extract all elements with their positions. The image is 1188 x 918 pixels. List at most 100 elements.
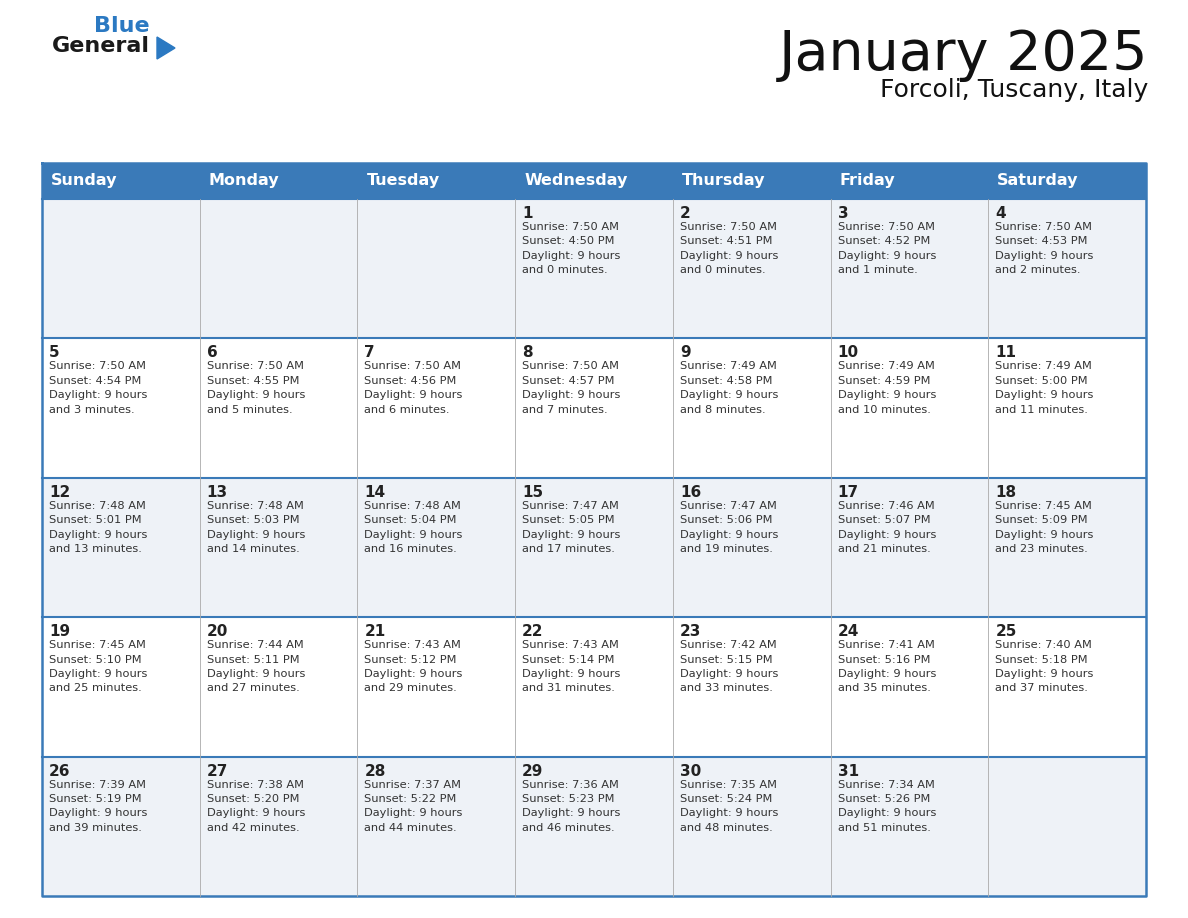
Text: Sunrise: 7:38 AM
Sunset: 5:20 PM
Daylight: 9 hours
and 42 minutes.: Sunrise: 7:38 AM Sunset: 5:20 PM Dayligh… xyxy=(207,779,305,833)
Text: Sunrise: 7:48 AM
Sunset: 5:03 PM
Daylight: 9 hours
and 14 minutes.: Sunrise: 7:48 AM Sunset: 5:03 PM Dayligh… xyxy=(207,501,305,554)
Text: Sunrise: 7:47 AM
Sunset: 5:06 PM
Daylight: 9 hours
and 19 minutes.: Sunrise: 7:47 AM Sunset: 5:06 PM Dayligh… xyxy=(680,501,778,554)
Bar xyxy=(200,617,358,756)
Text: Saturday: Saturday xyxy=(997,174,1079,188)
Text: 7: 7 xyxy=(365,345,375,361)
Text: Sunrise: 7:41 AM
Sunset: 5:16 PM
Daylight: 9 hours
and 35 minutes.: Sunrise: 7:41 AM Sunset: 5:16 PM Dayligh… xyxy=(838,640,936,693)
Text: 12: 12 xyxy=(49,485,70,499)
Text: 4: 4 xyxy=(996,206,1006,221)
Bar xyxy=(200,477,358,617)
Text: Sunrise: 7:42 AM
Sunset: 5:15 PM
Daylight: 9 hours
and 33 minutes.: Sunrise: 7:42 AM Sunset: 5:15 PM Dayligh… xyxy=(680,640,778,693)
Bar xyxy=(358,163,516,199)
Bar xyxy=(988,617,1146,756)
Text: Sunrise: 7:50 AM
Sunset: 4:50 PM
Daylight: 9 hours
and 0 minutes.: Sunrise: 7:50 AM Sunset: 4:50 PM Dayligh… xyxy=(523,222,620,275)
Text: General: General xyxy=(52,36,150,56)
Bar xyxy=(988,199,1146,339)
Text: 2: 2 xyxy=(680,206,690,221)
Text: Sunrise: 7:48 AM
Sunset: 5:04 PM
Daylight: 9 hours
and 16 minutes.: Sunrise: 7:48 AM Sunset: 5:04 PM Dayligh… xyxy=(365,501,463,554)
Text: Sunrise: 7:50 AM
Sunset: 4:55 PM
Daylight: 9 hours
and 5 minutes.: Sunrise: 7:50 AM Sunset: 4:55 PM Dayligh… xyxy=(207,362,305,415)
Text: 26: 26 xyxy=(49,764,70,778)
Bar xyxy=(830,617,988,756)
Text: 21: 21 xyxy=(365,624,386,639)
Text: Sunday: Sunday xyxy=(51,174,118,188)
Text: Sunrise: 7:45 AM
Sunset: 5:10 PM
Daylight: 9 hours
and 25 minutes.: Sunrise: 7:45 AM Sunset: 5:10 PM Dayligh… xyxy=(49,640,147,693)
Bar xyxy=(830,199,988,339)
Text: 17: 17 xyxy=(838,485,859,499)
Text: Sunrise: 7:49 AM
Sunset: 4:59 PM
Daylight: 9 hours
and 10 minutes.: Sunrise: 7:49 AM Sunset: 4:59 PM Dayligh… xyxy=(838,362,936,415)
Text: Sunrise: 7:50 AM
Sunset: 4:53 PM
Daylight: 9 hours
and 2 minutes.: Sunrise: 7:50 AM Sunset: 4:53 PM Dayligh… xyxy=(996,222,1094,275)
Text: 16: 16 xyxy=(680,485,701,499)
Text: 25: 25 xyxy=(996,624,1017,639)
Bar xyxy=(42,477,200,617)
Text: 29: 29 xyxy=(523,764,544,778)
Polygon shape xyxy=(157,37,175,59)
Text: 1: 1 xyxy=(523,206,532,221)
Bar xyxy=(672,756,830,896)
Bar xyxy=(830,756,988,896)
Text: Sunrise: 7:36 AM
Sunset: 5:23 PM
Daylight: 9 hours
and 46 minutes.: Sunrise: 7:36 AM Sunset: 5:23 PM Dayligh… xyxy=(523,779,620,833)
Text: Sunrise: 7:46 AM
Sunset: 5:07 PM
Daylight: 9 hours
and 21 minutes.: Sunrise: 7:46 AM Sunset: 5:07 PM Dayligh… xyxy=(838,501,936,554)
Text: Sunrise: 7:37 AM
Sunset: 5:22 PM
Daylight: 9 hours
and 44 minutes.: Sunrise: 7:37 AM Sunset: 5:22 PM Dayligh… xyxy=(365,779,463,833)
Text: 15: 15 xyxy=(523,485,543,499)
Bar xyxy=(516,163,672,199)
Text: Monday: Monday xyxy=(209,174,279,188)
Bar xyxy=(516,199,672,339)
Text: Sunrise: 7:50 AM
Sunset: 4:56 PM
Daylight: 9 hours
and 6 minutes.: Sunrise: 7:50 AM Sunset: 4:56 PM Dayligh… xyxy=(365,362,463,415)
Text: 19: 19 xyxy=(49,624,70,639)
Text: Sunrise: 7:50 AM
Sunset: 4:57 PM
Daylight: 9 hours
and 7 minutes.: Sunrise: 7:50 AM Sunset: 4:57 PM Dayligh… xyxy=(523,362,620,415)
Text: 13: 13 xyxy=(207,485,228,499)
Text: 5: 5 xyxy=(49,345,59,361)
Text: Sunrise: 7:50 AM
Sunset: 4:52 PM
Daylight: 9 hours
and 1 minute.: Sunrise: 7:50 AM Sunset: 4:52 PM Dayligh… xyxy=(838,222,936,275)
Bar xyxy=(516,617,672,756)
Text: 27: 27 xyxy=(207,764,228,778)
Text: Sunrise: 7:49 AM
Sunset: 5:00 PM
Daylight: 9 hours
and 11 minutes.: Sunrise: 7:49 AM Sunset: 5:00 PM Dayligh… xyxy=(996,362,1094,415)
Bar xyxy=(358,477,516,617)
Bar xyxy=(672,617,830,756)
Text: Sunrise: 7:49 AM
Sunset: 4:58 PM
Daylight: 9 hours
and 8 minutes.: Sunrise: 7:49 AM Sunset: 4:58 PM Dayligh… xyxy=(680,362,778,415)
Text: 10: 10 xyxy=(838,345,859,361)
Bar xyxy=(672,199,830,339)
Text: Sunrise: 7:40 AM
Sunset: 5:18 PM
Daylight: 9 hours
and 37 minutes.: Sunrise: 7:40 AM Sunset: 5:18 PM Dayligh… xyxy=(996,640,1094,693)
Bar xyxy=(200,199,358,339)
Text: Sunrise: 7:50 AM
Sunset: 4:51 PM
Daylight: 9 hours
and 0 minutes.: Sunrise: 7:50 AM Sunset: 4:51 PM Dayligh… xyxy=(680,222,778,275)
Text: 8: 8 xyxy=(523,345,532,361)
Bar xyxy=(516,756,672,896)
Bar xyxy=(830,339,988,477)
Text: 24: 24 xyxy=(838,624,859,639)
Text: 11: 11 xyxy=(996,345,1016,361)
Text: 14: 14 xyxy=(365,485,386,499)
Bar xyxy=(988,756,1146,896)
Text: Thursday: Thursday xyxy=(682,174,765,188)
Bar xyxy=(200,339,358,477)
Text: 6: 6 xyxy=(207,345,217,361)
Bar xyxy=(672,163,830,199)
Text: Sunrise: 7:43 AM
Sunset: 5:12 PM
Daylight: 9 hours
and 29 minutes.: Sunrise: 7:43 AM Sunset: 5:12 PM Dayligh… xyxy=(365,640,463,693)
Bar xyxy=(200,756,358,896)
Text: 31: 31 xyxy=(838,764,859,778)
Bar xyxy=(516,477,672,617)
Bar xyxy=(988,163,1146,199)
Text: Sunrise: 7:44 AM
Sunset: 5:11 PM
Daylight: 9 hours
and 27 minutes.: Sunrise: 7:44 AM Sunset: 5:11 PM Dayligh… xyxy=(207,640,305,693)
Text: Friday: Friday xyxy=(840,174,896,188)
Bar xyxy=(42,617,200,756)
Bar xyxy=(358,617,516,756)
Bar xyxy=(516,339,672,477)
Text: Sunrise: 7:34 AM
Sunset: 5:26 PM
Daylight: 9 hours
and 51 minutes.: Sunrise: 7:34 AM Sunset: 5:26 PM Dayligh… xyxy=(838,779,936,833)
Text: 28: 28 xyxy=(365,764,386,778)
Bar xyxy=(42,339,200,477)
Text: Sunrise: 7:45 AM
Sunset: 5:09 PM
Daylight: 9 hours
and 23 minutes.: Sunrise: 7:45 AM Sunset: 5:09 PM Dayligh… xyxy=(996,501,1094,554)
Bar xyxy=(358,339,516,477)
Text: 18: 18 xyxy=(996,485,1017,499)
Text: 3: 3 xyxy=(838,206,848,221)
Text: Sunrise: 7:43 AM
Sunset: 5:14 PM
Daylight: 9 hours
and 31 minutes.: Sunrise: 7:43 AM Sunset: 5:14 PM Dayligh… xyxy=(523,640,620,693)
Text: 30: 30 xyxy=(680,764,701,778)
Text: Sunrise: 7:48 AM
Sunset: 5:01 PM
Daylight: 9 hours
and 13 minutes.: Sunrise: 7:48 AM Sunset: 5:01 PM Dayligh… xyxy=(49,501,147,554)
Bar xyxy=(830,163,988,199)
Text: Sunrise: 7:47 AM
Sunset: 5:05 PM
Daylight: 9 hours
and 17 minutes.: Sunrise: 7:47 AM Sunset: 5:05 PM Dayligh… xyxy=(523,501,620,554)
Text: Tuesday: Tuesday xyxy=(366,174,440,188)
Text: Sunrise: 7:50 AM
Sunset: 4:54 PM
Daylight: 9 hours
and 3 minutes.: Sunrise: 7:50 AM Sunset: 4:54 PM Dayligh… xyxy=(49,362,147,415)
Text: Wednesday: Wednesday xyxy=(524,174,627,188)
Bar xyxy=(672,339,830,477)
Text: 22: 22 xyxy=(523,624,544,639)
Bar xyxy=(42,199,200,339)
Bar xyxy=(358,756,516,896)
